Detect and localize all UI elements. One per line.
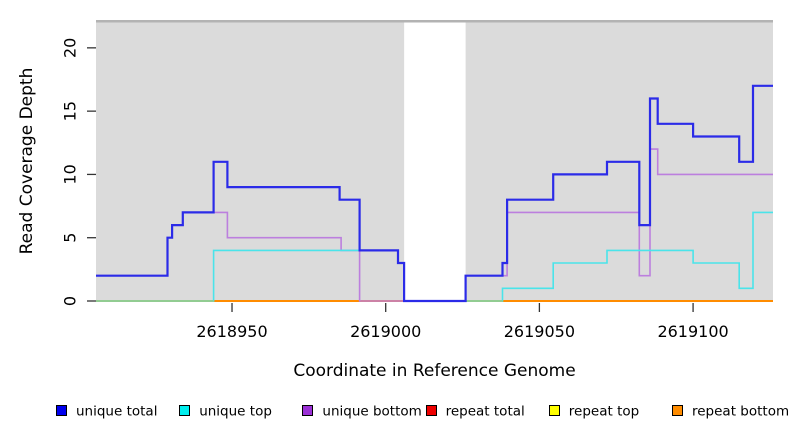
y-axis-tick-label: 20 <box>61 38 80 58</box>
x-axis-tick-label: 2619000 <box>350 322 421 341</box>
series-unique-total <box>96 84 773 303</box>
x-axis-tick-label: 2618950 <box>196 322 267 341</box>
y-axis-tick-label: 10 <box>61 164 80 184</box>
y-axis-title: Read Coverage Depth <box>17 67 37 255</box>
masked-region <box>404 22 466 302</box>
y-axis-tick-label: 5 <box>61 233 80 243</box>
y-axis-tick-label: 0 <box>61 296 80 306</box>
y-axis-tick-label: 15 <box>61 101 80 121</box>
x-axis-title: Coordinate in Reference Genome <box>293 361 576 381</box>
x-axis-tick-label: 2619050 <box>504 322 575 341</box>
plot-panel-top-edge <box>96 20 773 23</box>
x-axis-tick-label: 2619100 <box>657 322 728 341</box>
